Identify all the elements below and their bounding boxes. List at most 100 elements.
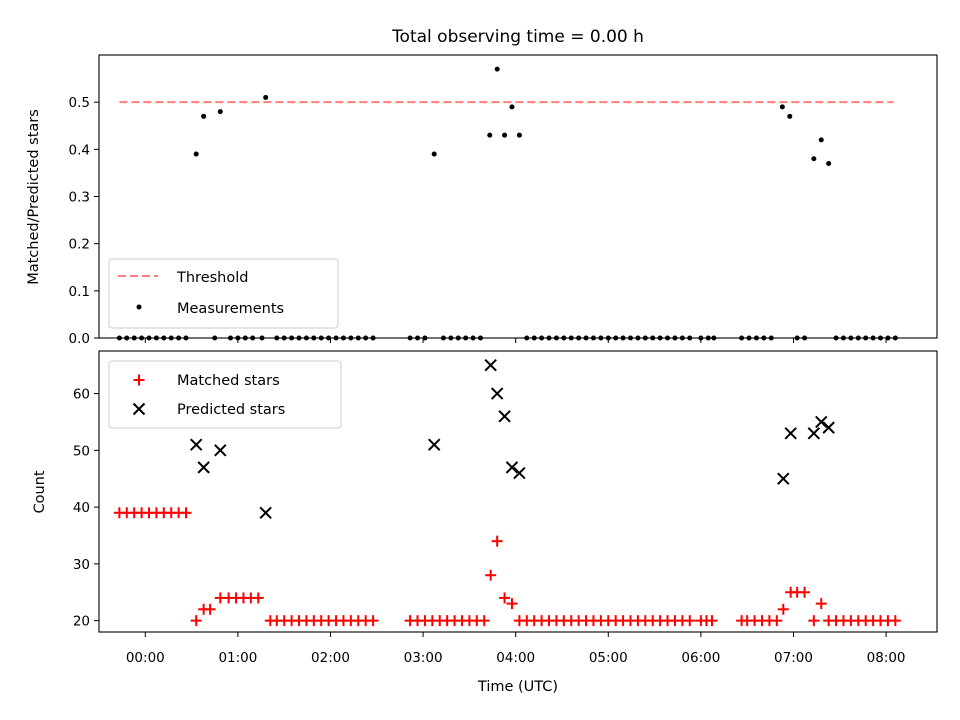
measurement-point	[193, 151, 199, 157]
cross-stroke-b	[815, 415, 828, 429]
cross-stroke-b	[777, 472, 790, 485]
predicted-star-point	[513, 466, 526, 480]
top-axes-frame	[98, 54, 938, 339]
bottom-axes-frame	[98, 350, 938, 633]
matched-star-point	[808, 615, 820, 627]
top-x-ticks	[144, 338, 887, 343]
measurement-point	[787, 113, 793, 119]
bottom-legend: Matched stars Predicted stars	[108, 360, 342, 429]
y-tick-label: 30	[73, 557, 90, 573]
x-axis-label: Time (UTC)	[477, 679, 558, 695]
cross-stroke-b	[807, 427, 821, 440]
matched-star-point	[684, 615, 696, 627]
measurement-point	[502, 132, 508, 138]
matched-star-point	[204, 603, 216, 615]
cross-stroke-b	[505, 461, 519, 474]
legend-plus-marker	[133, 374, 145, 386]
cross-stroke-b	[427, 438, 441, 451]
x-tick-label: 03:00	[404, 650, 443, 666]
measurement-point	[779, 104, 785, 110]
measurement-point	[818, 137, 824, 143]
top-y-ticks: 0.0 0.1 0.2 0.3 0.4 0.5	[69, 95, 99, 347]
bottom-x-ticks: 00:00 01:00 02:00 03:00 04:00 05:00 06:00 07:00…	[126, 632, 906, 666]
predicted-star-points	[190, 358, 835, 519]
legend-matched-swatch	[133, 374, 145, 386]
predicted-star-point	[505, 461, 519, 474]
predicted-star-point	[490, 387, 504, 400]
x-tick-label: 07:00	[774, 650, 813, 666]
cross-stroke-b	[214, 444, 227, 457]
legend-cross-marker	[132, 402, 146, 416]
measurement-point	[263, 94, 269, 100]
cross-stroke-b	[197, 461, 210, 474]
measurement-point	[509, 104, 515, 110]
predicted-star-point	[784, 427, 797, 440]
top-y-axis-label: Matched/Predicted stars	[26, 109, 42, 285]
y-tick-label: 0.1	[69, 284, 90, 300]
matched-star-points	[113, 507, 901, 627]
predicted-star-point	[822, 421, 835, 434]
matched-star-point	[252, 592, 264, 604]
matched-star-point	[889, 615, 901, 627]
x-tick-label: 05:00	[589, 650, 628, 666]
predicted-star-point	[190, 438, 203, 451]
matched-star-point	[485, 569, 497, 581]
matched-star-point	[799, 586, 811, 598]
predicted-star-point	[484, 358, 497, 372]
top-legend-box	[108, 258, 339, 329]
predicted-star-point	[197, 461, 210, 474]
matched-star-point	[506, 598, 518, 610]
x-tick-label: 08:00	[867, 650, 906, 666]
legend-predicted-swatch	[132, 402, 146, 416]
y-tick-label: 20	[73, 614, 90, 630]
bottom-y-ticks: 20 30 40 50 60	[73, 387, 99, 630]
cross-stroke-b	[498, 410, 511, 423]
matched-star-point	[499, 592, 511, 604]
x-tick-label: 04:00	[496, 650, 535, 666]
matched-star-point	[815, 598, 827, 610]
cross-stroke-b	[190, 438, 203, 451]
y-tick-label: 40	[73, 500, 90, 516]
legend-measurements-swatch	[136, 304, 142, 310]
measurement-point	[487, 132, 493, 138]
legend-matched-label: Matched stars	[177, 373, 280, 389]
top-panel: 0.0 0.1 0.2 0.3 0.4 0.5 Matched/Predicted sta…	[26, 54, 938, 347]
measurement-point	[826, 160, 832, 166]
matched-star-point	[367, 615, 379, 627]
cross-stroke-b	[784, 427, 797, 440]
predicted-star-point	[259, 506, 272, 519]
chart-title: Total observing time = 0.00 h	[391, 27, 644, 47]
cross-stroke-b	[490, 387, 504, 400]
cross-stroke-b	[259, 506, 272, 519]
x-tick-label: 06:00	[681, 650, 720, 666]
cross-stroke-b	[513, 466, 526, 480]
top-legend: Threshold Measurements	[108, 258, 339, 329]
bottom-panel: 20 30 40 50 60 00:00 01:00 02:00 03:00 04:00 05:0…	[32, 350, 938, 695]
y-tick-label: 0.4	[69, 142, 90, 158]
x-tick-label: 01:00	[218, 650, 257, 666]
y-tick-label: 0.0	[69, 331, 90, 347]
cross-stroke-b	[132, 402, 146, 416]
predicted-star-point	[777, 472, 790, 485]
measurement-point	[431, 151, 437, 157]
legend-measurements-label: Measurements	[177, 301, 284, 317]
predicted-star-point	[427, 438, 441, 451]
x-tick-label: 02:00	[311, 650, 350, 666]
x-tick-label: 00:00	[126, 650, 165, 666]
predicted-star-point	[498, 410, 511, 423]
bottom-y-axis-label: Count	[32, 470, 48, 513]
predicted-star-point	[815, 415, 828, 429]
measurement-point	[811, 156, 817, 162]
predicted-star-point	[214, 444, 227, 457]
y-tick-label: 0.2	[69, 237, 90, 253]
measurement-point	[217, 109, 223, 115]
y-tick-label: 0.5	[69, 95, 90, 111]
bottom-legend-box	[108, 360, 342, 429]
y-tick-label: 50	[73, 443, 90, 459]
legend-predicted-label: Predicted stars	[177, 402, 285, 418]
matched-star-point	[491, 535, 503, 547]
matched-star-point	[706, 615, 718, 627]
legend-threshold-label: Threshold	[176, 270, 248, 286]
measurement-point	[516, 132, 522, 138]
